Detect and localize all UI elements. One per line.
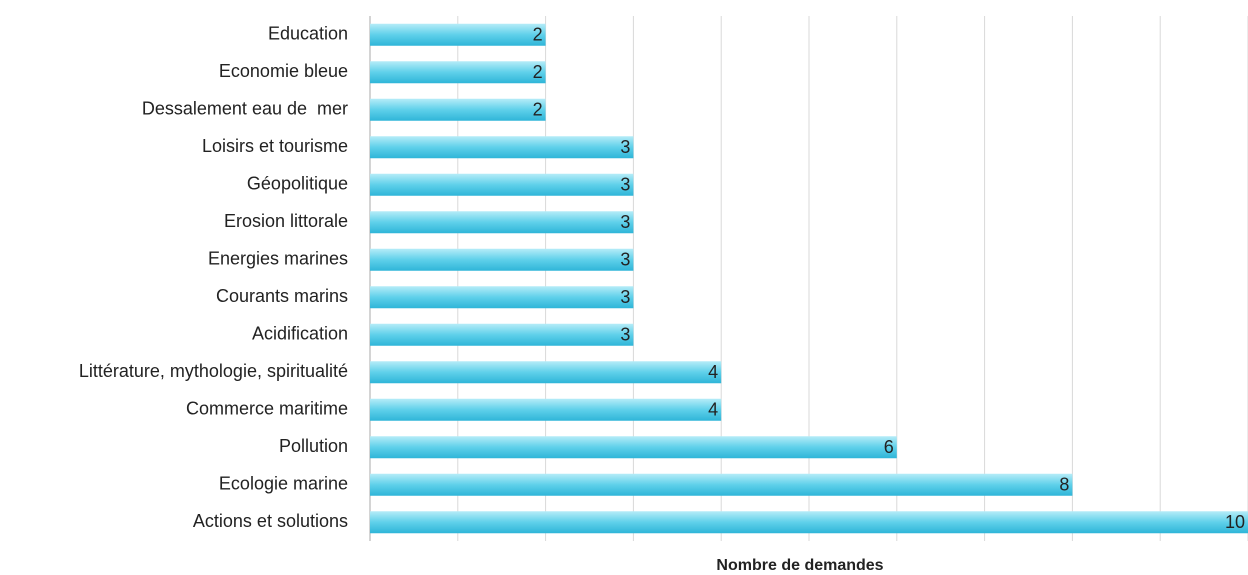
data-label: 3 [620, 250, 630, 270]
y-tick-label: Géopolitique [247, 174, 348, 194]
y-tick-label: Education [268, 24, 348, 44]
bar [370, 473, 1073, 496]
bar [370, 61, 546, 84]
bar [370, 98, 546, 121]
bar [370, 398, 722, 421]
x-axis-title: Nombre de demandes [716, 557, 883, 574]
y-tick-label: Littérature, mythologie, spiritualité [79, 361, 348, 381]
y-tick-label: Erosion littorale [224, 211, 348, 231]
y-tick-label: Acidification [252, 324, 348, 344]
bar [370, 323, 634, 346]
data-label: 2 [533, 25, 543, 45]
data-label: 4 [708, 362, 718, 382]
data-label: 3 [620, 175, 630, 195]
bar [370, 286, 634, 309]
bar [370, 211, 634, 234]
data-label: 3 [620, 325, 630, 345]
data-label: 3 [620, 287, 630, 307]
y-tick-label: Energies marines [208, 249, 348, 269]
data-label: 2 [533, 62, 543, 82]
y-tick-label: Loisirs et tourisme [202, 136, 348, 156]
bar [370, 136, 634, 159]
y-tick-label: Actions et solutions [193, 511, 348, 531]
data-label: 3 [620, 212, 630, 232]
data-label: 6 [884, 437, 894, 457]
y-tick-label: Ecologie marine [219, 474, 348, 494]
bar [370, 248, 634, 271]
y-tick-label: Dessalement eau de mer [142, 99, 348, 119]
bar [370, 436, 897, 459]
bar [370, 511, 1248, 534]
y-tick-label: Courants marins [216, 286, 348, 306]
bar [370, 361, 722, 384]
y-tick-label: Commerce maritime [186, 399, 348, 419]
data-label: 4 [708, 400, 718, 420]
data-label: 10 [1225, 512, 1245, 532]
bar [370, 23, 546, 46]
bar [370, 173, 634, 196]
y-tick-label: Pollution [279, 436, 348, 456]
data-label: 8 [1059, 475, 1069, 495]
y-tick-label: Economie bleue [219, 61, 348, 81]
data-label: 3 [620, 137, 630, 157]
data-label: 2 [533, 100, 543, 120]
